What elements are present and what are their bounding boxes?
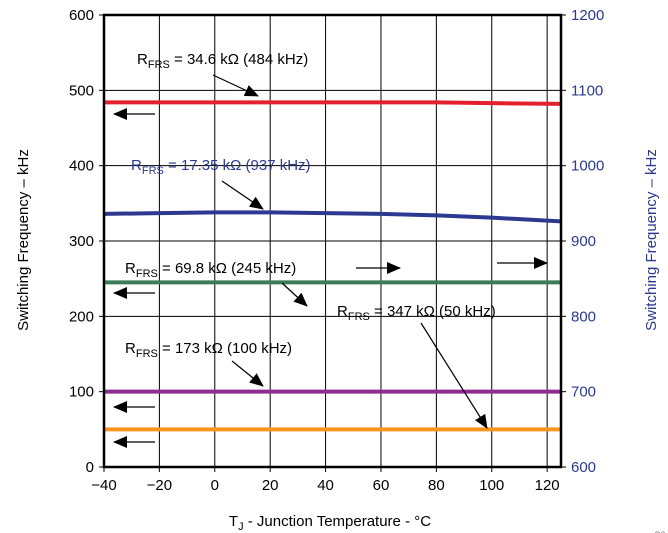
y-axis-title-right: Switching Frequency – kHz [643,149,660,331]
y-tick-label: 0 [86,459,94,476]
annotation-arrow-7 [231,360,264,387]
y2-tick-label: 600 [571,459,596,476]
y-axis-title-left: Switching Frequency – kHz [15,149,32,331]
annotation-arrow-0 [212,74,259,97]
series-label-1: RFRS = 17.35 kΩ (937 kHz) [131,157,311,177]
y2-tick-label: 1000 [571,158,604,175]
figure-code: C0 [654,530,666,533]
y-tick-label: 100 [69,384,94,401]
y-tick-label: 500 [69,82,94,99]
series-label-4: RFRS = 347 kΩ (50 kHz) [337,303,496,323]
x-tick-label: 20 [262,477,279,494]
annotations: RFRS = 34.6 kΩ (484 kHz) RFRS = 17.35 kΩ … [113,51,548,448]
series-label-3: RFRS = 173 kΩ (100 kHz) [125,340,292,360]
x-axis-title: TJ - Junction Temperature - °C [229,513,431,533]
x-tick-label: 40 [317,477,334,494]
series-line-0 [104,100,562,106]
plot-frame [102,13,563,469]
series-layer [103,100,562,432]
x-tick-label: 120 [535,477,560,494]
y-tick-label: 300 [69,233,94,250]
series-label-0: RFRS = 34.6 kΩ (484 kHz) [137,51,308,71]
x-tick-label: 100 [479,477,504,494]
grid [104,15,561,467]
y2-tick-label: 800 [571,308,596,325]
y-tick-label: 400 [69,158,94,175]
x-tick-label: 80 [428,477,445,494]
annotation-arrow-5 [281,282,308,307]
x-tick-label: 0 [211,477,219,494]
axes: −40 −20 0 20 40 60 80 100 1200100200300400500600… [69,7,604,494]
annotation-arrow-10 [420,322,488,429]
y-tick-label: 600 [69,7,94,24]
x-tick-label: 60 [373,477,390,494]
y-tick-label: 200 [69,308,94,325]
series-label-2: RFRS = 69.8 kΩ (245 kHz) [125,260,296,280]
x-tick-label: −20 [147,477,172,494]
annotation-arrow-2 [221,180,264,210]
y2-tick-label: 1200 [571,7,604,24]
y2-tick-label: 1100 [571,82,603,99]
x-tick-label: −40 [91,477,116,494]
series-line-1 [103,210,562,224]
y2-tick-label: 700 [571,384,596,401]
y2-tick-label: 900 [571,233,596,250]
